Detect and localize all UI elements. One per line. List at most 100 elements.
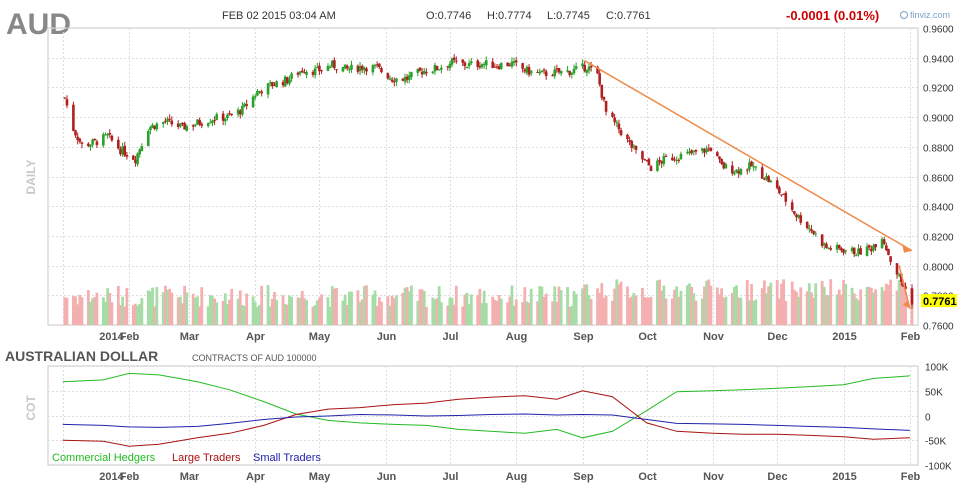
candle-body bbox=[431, 71, 435, 73]
candle-body bbox=[375, 64, 379, 66]
brand-link[interactable]: finviz.com bbox=[910, 10, 950, 20]
volume-bar bbox=[253, 302, 257, 325]
price-x-tick: Sep bbox=[573, 331, 593, 343]
volume-bar bbox=[499, 298, 503, 325]
candle-body bbox=[482, 63, 486, 65]
candle-body bbox=[750, 161, 753, 167]
candle-body bbox=[348, 69, 351, 71]
volume-bar bbox=[619, 281, 623, 325]
candle-body bbox=[782, 193, 785, 195]
price-x-tick: 2014 bbox=[99, 331, 124, 343]
volume-bar bbox=[536, 301, 540, 325]
candle-body bbox=[215, 114, 219, 120]
volume-bar bbox=[867, 286, 871, 325]
candle-body bbox=[795, 214, 798, 218]
downtrend-line[interactable] bbox=[584, 60, 913, 252]
candle-body bbox=[119, 148, 122, 155]
volume-bar bbox=[570, 305, 574, 325]
candle-body bbox=[784, 192, 788, 202]
volume-bar bbox=[542, 296, 546, 325]
candle-body bbox=[632, 145, 636, 148]
candle-body bbox=[200, 123, 204, 126]
volume-bar bbox=[679, 290, 683, 325]
finviz-logo[interactable]: finviz.com bbox=[900, 10, 951, 20]
candle-body bbox=[313, 68, 317, 76]
candle-body bbox=[690, 150, 693, 154]
volume-bar bbox=[390, 295, 394, 325]
candle-body bbox=[493, 66, 497, 68]
volume-bar bbox=[869, 287, 873, 325]
candle-body bbox=[356, 65, 360, 72]
volume-bar bbox=[405, 287, 409, 325]
volume-bar bbox=[493, 300, 497, 325]
volume-bar bbox=[221, 300, 225, 325]
volume-bar bbox=[371, 294, 375, 325]
volume-bar bbox=[897, 279, 901, 325]
candle-body bbox=[754, 166, 758, 168]
candle-body bbox=[260, 91, 263, 94]
volume-bar bbox=[208, 295, 212, 325]
volume-bar bbox=[857, 300, 860, 325]
candle-body bbox=[422, 70, 426, 75]
volume-bar bbox=[551, 301, 554, 325]
candle-body bbox=[403, 77, 407, 82]
volume-bar bbox=[345, 304, 349, 325]
candle-body bbox=[320, 70, 323, 72]
candle-body bbox=[245, 104, 248, 106]
price-y-tick: 0.8600 bbox=[923, 174, 954, 185]
candle-body bbox=[857, 248, 860, 255]
volume-bar bbox=[335, 287, 338, 325]
candle-body bbox=[874, 244, 877, 248]
volume-bar bbox=[709, 285, 713, 325]
candle-body bbox=[290, 73, 293, 79]
ohlc-open: O:0.7746 bbox=[426, 10, 471, 22]
candle-body bbox=[303, 72, 306, 74]
candle-body bbox=[658, 159, 661, 162]
volume-bar bbox=[572, 291, 576, 325]
candle-body bbox=[465, 66, 469, 68]
volume-bar bbox=[767, 286, 771, 325]
candle-body bbox=[228, 113, 231, 115]
volume-bar bbox=[403, 287, 407, 325]
short-trend-line[interactable] bbox=[898, 265, 911, 309]
volume-bar bbox=[825, 294, 828, 325]
volume-bar bbox=[643, 297, 646, 325]
candle-body bbox=[125, 155, 129, 157]
cot-series-lines bbox=[62, 372, 910, 447]
volume-bar bbox=[446, 305, 450, 325]
candle-body bbox=[161, 122, 165, 124]
candle-body bbox=[867, 245, 871, 248]
candle-body bbox=[735, 169, 738, 173]
candle-body bbox=[258, 90, 261, 92]
volume-bar bbox=[91, 298, 95, 325]
candle-body bbox=[170, 120, 174, 125]
candle-body bbox=[737, 170, 741, 174]
volume-bar bbox=[230, 288, 234, 325]
volume-bar bbox=[185, 292, 189, 325]
volume-bar bbox=[688, 283, 691, 325]
volume-bar bbox=[347, 291, 351, 325]
candle-body bbox=[95, 141, 99, 146]
volume-bar bbox=[106, 288, 110, 325]
candle-body bbox=[664, 156, 668, 158]
volume-bar bbox=[268, 306, 272, 325]
candle-body bbox=[872, 245, 875, 251]
candle-body bbox=[510, 61, 514, 67]
candle-body bbox=[300, 70, 304, 73]
cot-x-tick: Nov bbox=[703, 471, 725, 483]
volume-bar bbox=[166, 289, 169, 325]
cot-legend: Commercial Hedgers Large Traders Small T… bbox=[52, 452, 321, 464]
volume-bar bbox=[514, 299, 518, 325]
candle-body bbox=[360, 65, 364, 70]
volume-bar bbox=[388, 305, 392, 325]
volume-bar bbox=[350, 291, 353, 325]
trendline-arrowhead bbox=[902, 243, 912, 253]
candle-body bbox=[775, 180, 779, 188]
candle-body bbox=[478, 66, 482, 68]
cot-grid bbox=[47, 365, 919, 466]
volume-bar bbox=[628, 298, 632, 325]
candle-body bbox=[446, 66, 450, 68]
cot-x-tick: Mar bbox=[180, 471, 200, 483]
volume-bar bbox=[574, 293, 578, 325]
volume-bar bbox=[510, 285, 514, 325]
